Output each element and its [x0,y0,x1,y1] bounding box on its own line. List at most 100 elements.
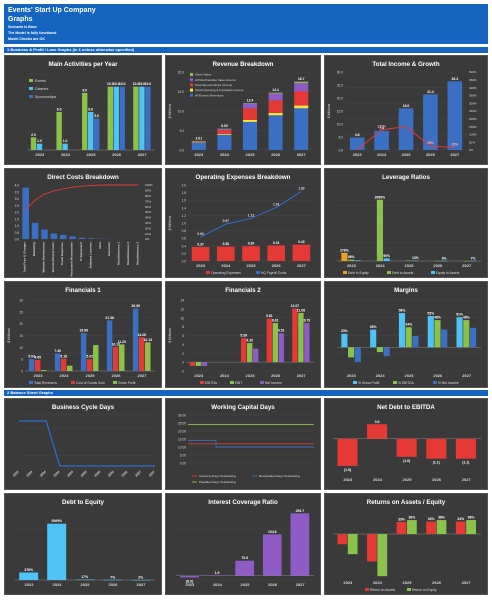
bar [41,370,47,371]
section-header-business: 1 Business & Profit / Loss Graphs (in £ … [4,47,488,53]
stacked-bar-segment [268,112,283,116]
bar [242,246,260,261]
x-tick-label: 2026 [432,580,442,585]
legend-label: Return on Assets [370,588,395,592]
chart-title: Main Activities per Year [48,61,118,68]
data-label: 276% [24,568,33,572]
bar [423,94,438,150]
y-tick-label: 0.2 [182,252,187,256]
y-tick-label: 1.4 [182,206,187,210]
legend-label: EBITDA [205,381,218,385]
data-label: 9.81 [266,314,273,318]
data-label: 2% [138,575,143,579]
x-tick-label: 2025 [405,263,415,268]
legend-label: Net Income [265,381,282,385]
data-label: 34% [457,517,464,521]
bar [341,252,348,261]
bar [469,327,477,348]
legend-label: Caterers [35,87,49,91]
y-tick-label: 14 [180,299,184,303]
data-label: 9.0 [82,89,87,93]
legend-swatch [29,79,33,82]
data-label: 5.39 [240,334,247,338]
chart-business-cycle-days: Business Cycle Days 2023 2023 2024 2024 2025 2… [4,398,162,490]
bar [370,329,377,348]
data-label: 10.13 [111,343,120,347]
x-tick-label: 2023 [353,152,363,157]
y2-tick-label: 90% [145,189,151,193]
x-tick-label: 2027 [148,470,156,478]
bar [80,333,87,371]
chart-title: Financials 2 [225,287,261,294]
chart-operating-expenses: Operating Expenses Breakdown 0.37 0.38 0.39… [165,168,321,278]
chart-title: Business Cycle Days [52,404,115,411]
stacked-bar-segment [217,134,232,135]
data-label: 2069% [51,519,62,523]
data-label: 58% [399,309,406,313]
bar [88,238,95,239]
data-label: 30% [370,325,377,329]
y2-tick-label: 50% [469,140,475,144]
data-label: 11.08 [297,308,305,312]
c8-svg: Financials 2 5.39 9.81 12.07 4.30 8.81 11.08 6.… [168,287,314,385]
x-tick-label: 2026 [433,373,443,378]
bar [354,347,361,363]
report-subtitle: Graphs [8,16,33,23]
bar [463,260,470,262]
y-tick-label: 0.0 [180,149,185,153]
x-tick-label: 2024 [376,263,386,268]
y-tick-label: 0.0 [182,260,187,264]
line-label: 1.12 [248,213,255,217]
data-label: 46% [463,316,470,320]
bar [216,246,235,261]
x-tick-label: 2026 [432,477,442,482]
data-label: 16.7 [298,77,305,81]
y-tick-label: 4.0 [15,184,20,188]
chart-debt-to-equity: Debt to Equity 276% 2069% 17% 7% 2% 2023 2024 20… [4,493,162,595]
chart-revenue-breakdown: Revenue Breakdown 2.01 5.00 12.4 14.1 16.7 202… [165,55,321,165]
data-label: 13% [412,256,419,260]
x-tick-label: 2023 [12,470,20,478]
stacked-bar-segment [191,142,206,150]
legend-swatch [190,93,193,97]
chart-title: Financials 1 [65,287,101,294]
stacked-bar-segment [217,134,232,150]
y-tick-label: 5.0 [180,129,185,133]
days-line [188,440,314,448]
bar [348,347,355,358]
data-label: 38% [468,516,475,520]
data-label: 90% [383,254,390,258]
x-tick-label: 2024 [61,152,71,157]
chart-title: Leverage Ratios [382,174,430,181]
x-tick-label: 2025 [403,477,413,482]
legend-label: Debt to Equity [348,271,369,275]
payroll-line [200,191,302,238]
x-tick-label: 2024 [220,373,230,378]
chart-title: Direct Costs Breakdown [47,174,119,181]
legend-swatch [190,88,193,92]
bar [132,308,139,371]
section-header-balance: 2 Balance Sheet Graphs [4,390,488,396]
x-tick-label: 2025 [402,152,412,157]
data-label: 21.36 [105,316,114,320]
y-tick-label: 10 [180,316,184,320]
growth-line [356,126,455,151]
bar [398,108,414,150]
data-label: 6.0 [57,108,62,112]
x-tick-label: 2026 [426,152,436,157]
legend-label: % Gross Profit [358,381,379,385]
bar [427,315,434,348]
bar [145,342,151,371]
x-tick-label: 2025 [80,470,88,478]
bar [426,521,436,534]
y2-tick-label: 100% [145,183,153,187]
data-label: 5.0 [94,114,99,118]
legend-swatch [200,381,204,384]
bar [36,143,43,150]
c5-svg: Operating Expenses Breakdown 0.37 0.38 0.39… [168,174,314,275]
bar [88,112,94,150]
data-label: 0.39 [248,242,255,246]
data-label: 10.0 [145,82,152,86]
y-tick-label: 5.00 [180,454,186,458]
c14-svg: Interest Coverage Ratio (8.0) 1.9 70.6 194.8… [176,499,314,587]
